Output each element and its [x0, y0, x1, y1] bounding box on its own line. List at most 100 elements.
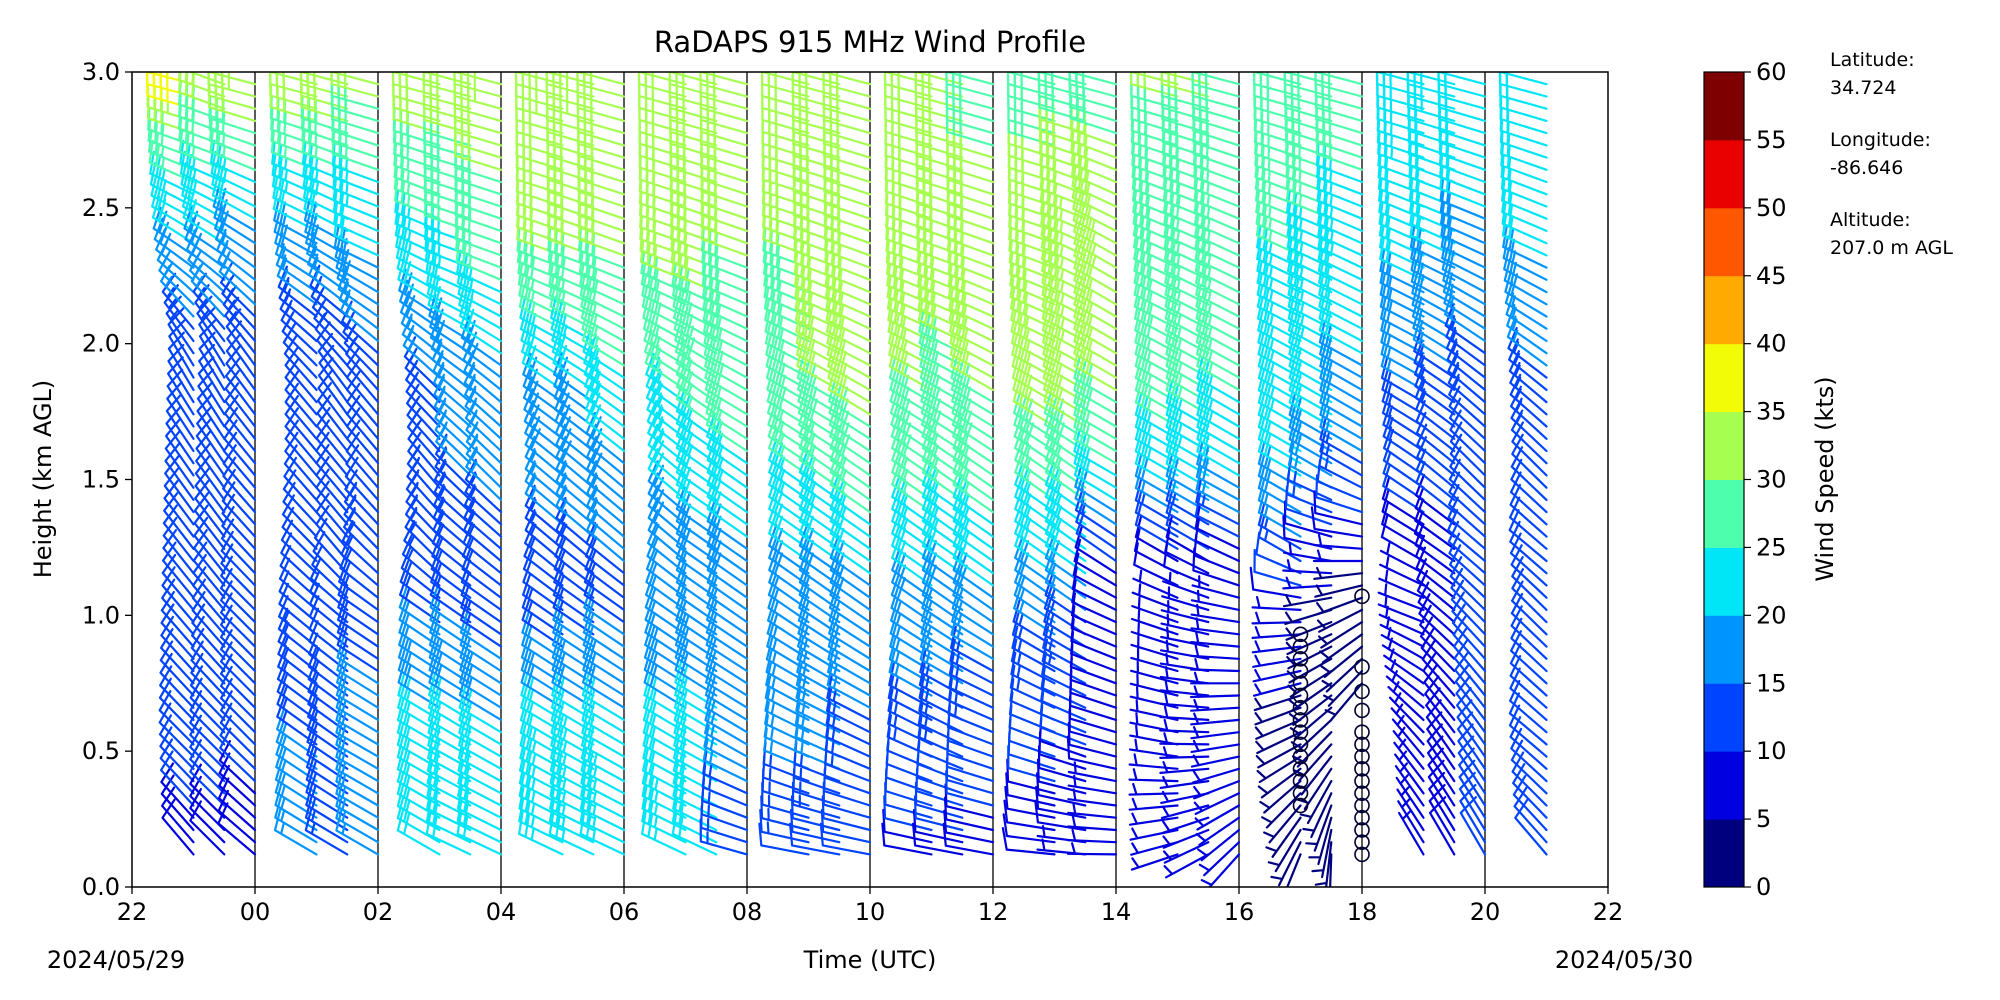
wind-barb: [1190, 712, 1241, 726]
wind-barb: [1385, 670, 1425, 709]
wind-barb: [167, 343, 195, 404]
calm-circle: [1292, 773, 1309, 789]
wind-barb: [1511, 556, 1548, 611]
wind-barb: [1437, 72, 1487, 98]
wind-barb: [1379, 542, 1425, 575]
wind-barb: [1006, 758, 1056, 795]
wind-barb: [1455, 675, 1487, 734]
colorbar-segment: [1704, 479, 1744, 548]
x-tick-label: 04: [486, 898, 517, 926]
wind-barb: [162, 516, 195, 575]
wind-barb: [1005, 772, 1056, 807]
wind-barb: [1190, 617, 1241, 636]
wind-barb: [299, 72, 349, 86]
colorbar-label: Wind Speed (kts): [1811, 376, 1839, 581]
wind-barb: [207, 72, 257, 98]
wind-barb: [464, 385, 503, 440]
colorbar-segment: [1704, 275, 1744, 345]
wind-barb: [950, 612, 995, 660]
wind-barb: [699, 72, 749, 86]
wind-barb: [551, 329, 595, 379]
wind-barb: [647, 472, 687, 526]
wind-barb: [1451, 591, 1487, 648]
wind-barb: [1508, 350, 1548, 404]
wind-barb: [1259, 780, 1302, 814]
wind-barb: [335, 722, 380, 770]
wind-barb: [145, 72, 195, 98]
wind-barb: [1037, 72, 1087, 86]
wind-barb: [1426, 711, 1456, 770]
wind-barb: [1193, 780, 1241, 800]
wind-barb: [1130, 609, 1179, 636]
x-axis-ticks: 22 00 02 04 06 08 10 12 14 16 18 20 22: [117, 887, 1623, 926]
wind-barb: [1424, 675, 1456, 734]
wind-barb: [647, 496, 687, 550]
wind-barb: [789, 808, 841, 844]
wind-barb: [146, 72, 195, 86]
wind-barb: [1398, 810, 1425, 856]
wind-barb: [1457, 735, 1487, 795]
wind-barb: [1160, 72, 1210, 86]
wind-barb: [223, 394, 257, 453]
calm-circle: [1354, 736, 1370, 753]
wind-barb: [883, 795, 933, 832]
x-tick-label: 08: [732, 898, 763, 926]
wind-barb: [330, 72, 380, 98]
wind-barb: [346, 346, 380, 404]
wind-barb: [1161, 816, 1210, 834]
wind-barb: [1313, 566, 1364, 580]
wind-barb: [576, 72, 626, 98]
wind-barb: [346, 382, 380, 440]
wind-barb: [1458, 759, 1487, 819]
wind-barb: [1190, 754, 1241, 768]
date-start-label: 2024/05/29: [47, 946, 185, 974]
wind-barb: [1316, 458, 1364, 501]
wind-barb: [1270, 841, 1302, 887]
wind-barb: [225, 357, 257, 416]
wind-barb: [647, 448, 687, 501]
wind-barb: [1445, 326, 1487, 379]
wind-barb: [914, 781, 964, 819]
wind-barb: [1512, 774, 1548, 832]
wind-barb: [1130, 660, 1179, 685]
y-tick-label: 0.5: [82, 737, 120, 765]
wind-barb: [822, 72, 872, 86]
wind-barb: [1011, 612, 1056, 660]
wind-barb: [644, 341, 687, 391]
wind-barb: [1067, 788, 1118, 807]
wind-barb: [283, 334, 318, 391]
wind-barb: [645, 376, 687, 428]
wind-barb: [1068, 72, 1118, 86]
x-axis-label: Time (UTC): [803, 946, 937, 974]
wind-barb: [1509, 361, 1548, 416]
wind-barb: [945, 770, 995, 807]
wind-barb: [391, 72, 441, 98]
wind-barb: [463, 350, 503, 404]
wind-barb: [225, 332, 257, 391]
wind-barb: [646, 400, 687, 453]
wind-barb: [165, 405, 195, 465]
wind-barb: [1329, 853, 1333, 887]
wind-barb: [1324, 682, 1364, 722]
wind-barb: [1189, 658, 1241, 673]
latitude-value: 34.724: [1830, 77, 1896, 99]
wind-barb: [159, 738, 195, 795]
y-tick-label: 2.5: [82, 194, 120, 222]
wind-barb: [638, 72, 687, 86]
wind-barb: [1511, 751, 1548, 807]
calm-circle: [1292, 724, 1309, 740]
wind-barb: [1458, 747, 1487, 807]
x-tick-label: 18: [1347, 898, 1378, 926]
calm-circle: [1292, 699, 1309, 716]
wind-barb: [197, 356, 226, 416]
wind-barb: [1129, 673, 1179, 697]
wind-barb: [1038, 717, 1087, 758]
calm-circle: [1354, 822, 1370, 838]
colorbar-segment: [1704, 343, 1744, 413]
wind-barb: [1282, 541, 1333, 563]
wind-barb: [1071, 579, 1118, 624]
wind-barb: [1419, 616, 1456, 673]
colorbar-ticks: 0 5 10 15 20 25 30 35 40 45 50 55 60: [1744, 58, 1787, 901]
wind-barb: [427, 282, 472, 330]
wind-barb: [1375, 72, 1425, 98]
